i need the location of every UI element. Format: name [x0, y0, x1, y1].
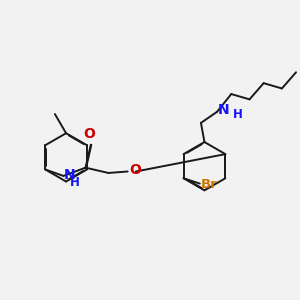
Text: Br: Br — [201, 178, 218, 191]
Text: H: H — [232, 108, 242, 121]
Text: O: O — [84, 127, 96, 141]
Text: H: H — [70, 176, 80, 189]
Text: O: O — [129, 163, 141, 177]
Text: N: N — [64, 168, 76, 182]
Text: N: N — [218, 103, 229, 117]
